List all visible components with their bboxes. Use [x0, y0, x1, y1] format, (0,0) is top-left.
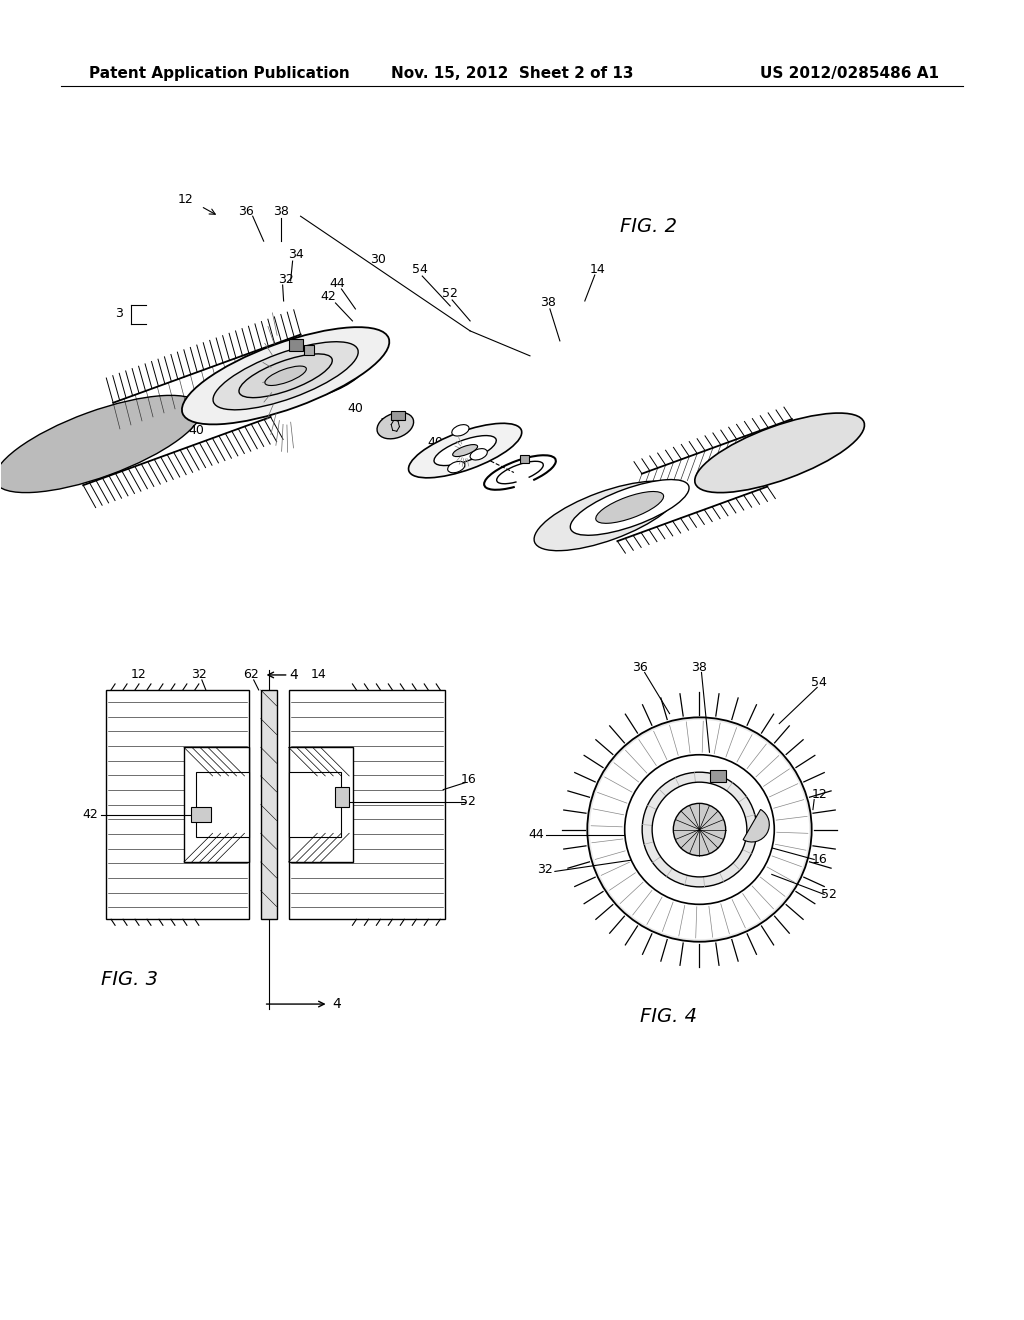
Text: 4: 4: [289, 668, 298, 682]
Ellipse shape: [625, 755, 774, 904]
Text: 42: 42: [82, 808, 98, 821]
Text: 52: 52: [460, 795, 476, 808]
Text: 54: 54: [413, 263, 428, 276]
Text: 32: 32: [537, 863, 553, 876]
Ellipse shape: [239, 354, 332, 397]
Text: 16: 16: [460, 774, 476, 787]
Ellipse shape: [0, 396, 202, 492]
Text: Nov. 15, 2012  Sheet 2 of 13: Nov. 15, 2012 Sheet 2 of 13: [391, 66, 633, 81]
Ellipse shape: [434, 436, 497, 466]
Text: FIG. 2: FIG. 2: [620, 216, 677, 236]
Text: 12: 12: [131, 668, 146, 681]
Text: 16: 16: [380, 417, 395, 430]
Text: 30: 30: [371, 252, 386, 265]
Ellipse shape: [588, 717, 812, 941]
Bar: [196, 772, 249, 837]
Text: 36: 36: [632, 661, 647, 675]
Ellipse shape: [453, 445, 477, 457]
FancyBboxPatch shape: [710, 770, 726, 781]
Text: 32: 32: [191, 668, 207, 681]
Bar: [289, 772, 341, 837]
Ellipse shape: [694, 413, 864, 492]
Ellipse shape: [590, 719, 809, 940]
Text: 12: 12: [811, 788, 827, 801]
Text: 4: 4: [332, 997, 341, 1011]
Text: 52: 52: [442, 288, 458, 301]
Text: 34: 34: [288, 248, 303, 260]
Ellipse shape: [652, 783, 746, 876]
Text: FIG. 3: FIG. 3: [101, 970, 158, 989]
Text: 54: 54: [811, 676, 827, 689]
Ellipse shape: [535, 482, 679, 550]
Ellipse shape: [409, 424, 522, 478]
Text: 44: 44: [528, 828, 544, 841]
Bar: [289, 690, 445, 919]
Ellipse shape: [447, 462, 465, 473]
Text: 38: 38: [540, 297, 556, 309]
Text: 14: 14: [310, 668, 327, 681]
Text: 42: 42: [321, 290, 336, 304]
Text: 32: 32: [278, 272, 294, 285]
Ellipse shape: [182, 327, 389, 425]
Ellipse shape: [265, 366, 306, 385]
Text: 38: 38: [691, 661, 708, 675]
Wedge shape: [743, 809, 769, 842]
Ellipse shape: [470, 449, 487, 459]
Text: 38: 38: [272, 205, 289, 218]
Ellipse shape: [377, 412, 414, 438]
Text: FIG. 4: FIG. 4: [640, 1007, 696, 1026]
Ellipse shape: [452, 425, 469, 436]
Ellipse shape: [570, 479, 689, 536]
Text: 12: 12: [178, 193, 194, 206]
Text: Patent Application Publication: Patent Application Publication: [89, 66, 350, 81]
Text: 40: 40: [347, 403, 364, 416]
Text: 16: 16: [811, 853, 827, 866]
Text: 62: 62: [451, 451, 466, 465]
FancyBboxPatch shape: [289, 339, 303, 351]
Text: 16: 16: [211, 395, 226, 407]
Bar: [106, 690, 249, 919]
Ellipse shape: [213, 342, 358, 409]
Bar: [289, 747, 353, 862]
Bar: [261, 690, 276, 919]
Text: 40: 40: [427, 436, 443, 449]
Bar: [190, 807, 211, 821]
Text: 14: 14: [590, 263, 605, 276]
Text: 3: 3: [822, 421, 830, 434]
Ellipse shape: [674, 804, 726, 855]
Bar: [336, 787, 349, 807]
Text: 62: 62: [243, 668, 259, 681]
Text: 52: 52: [821, 888, 837, 900]
Text: 40: 40: [188, 424, 204, 437]
Text: 44: 44: [330, 276, 345, 289]
FancyBboxPatch shape: [391, 412, 404, 420]
Text: 36: 36: [238, 205, 254, 218]
Text: 3: 3: [115, 308, 123, 321]
Ellipse shape: [642, 772, 757, 887]
FancyBboxPatch shape: [520, 455, 528, 463]
Ellipse shape: [596, 491, 664, 523]
Text: US 2012/0285486 A1: US 2012/0285486 A1: [760, 66, 939, 81]
FancyBboxPatch shape: [304, 345, 313, 355]
Bar: [184, 747, 249, 862]
Ellipse shape: [282, 358, 365, 400]
